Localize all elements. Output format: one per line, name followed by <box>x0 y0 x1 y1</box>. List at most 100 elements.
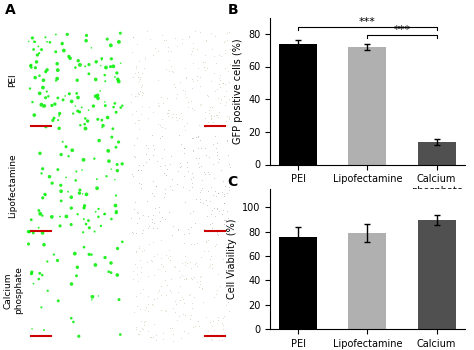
Point <box>57 152 65 158</box>
Point <box>196 189 203 195</box>
Point <box>158 215 165 220</box>
Point <box>138 230 146 236</box>
Point <box>206 198 213 204</box>
Point <box>216 82 223 87</box>
Point <box>27 63 34 69</box>
Point <box>41 191 49 197</box>
Point <box>162 190 169 195</box>
Point <box>213 149 221 155</box>
Point <box>217 84 224 90</box>
Point <box>186 188 193 193</box>
Point <box>112 110 120 115</box>
Point <box>193 47 201 52</box>
Point <box>108 134 116 140</box>
Point <box>59 97 67 103</box>
Point <box>193 73 201 79</box>
Point <box>225 96 232 101</box>
Point <box>210 295 218 300</box>
Point <box>130 206 137 211</box>
Point <box>164 110 171 116</box>
Point <box>101 99 109 105</box>
Point <box>134 75 141 80</box>
Point <box>164 44 172 50</box>
Point <box>137 185 145 190</box>
Point <box>173 181 181 187</box>
Point <box>162 162 169 167</box>
Point <box>90 103 97 109</box>
Point <box>131 261 138 267</box>
Point <box>136 162 143 168</box>
Point <box>65 54 73 59</box>
Point <box>223 208 230 214</box>
Point <box>118 103 126 108</box>
Point <box>162 308 170 314</box>
Point <box>212 292 220 297</box>
Point <box>159 100 167 106</box>
Point <box>100 211 108 217</box>
Point <box>101 255 109 260</box>
Point <box>25 39 32 44</box>
Point <box>37 304 45 310</box>
Point <box>144 145 152 150</box>
Point <box>158 155 166 161</box>
Point <box>210 70 218 76</box>
Point <box>150 321 157 327</box>
Point <box>165 57 173 63</box>
Point <box>150 296 158 302</box>
Point <box>219 326 227 332</box>
Point <box>219 207 227 213</box>
Point <box>152 332 160 338</box>
Point <box>85 218 92 223</box>
Point <box>211 33 219 38</box>
Point <box>82 38 90 43</box>
Point <box>155 104 163 109</box>
Point <box>184 168 192 174</box>
Point <box>186 317 194 322</box>
Point <box>135 215 143 220</box>
Point <box>191 107 198 112</box>
Point <box>133 135 141 141</box>
Point <box>135 331 142 337</box>
Point <box>220 93 228 98</box>
Point <box>176 164 183 170</box>
Point <box>174 226 182 232</box>
Point <box>148 219 156 225</box>
Point <box>149 239 157 245</box>
Point <box>199 334 206 340</box>
Point <box>112 210 120 215</box>
Point <box>40 327 48 333</box>
Point <box>115 79 122 84</box>
Point <box>36 73 43 78</box>
Point <box>142 54 149 60</box>
Point <box>153 251 160 257</box>
Point <box>191 323 199 329</box>
Point <box>181 91 189 97</box>
Point <box>68 99 75 104</box>
Point <box>213 112 220 118</box>
Point <box>30 281 37 286</box>
Point <box>197 273 205 279</box>
Point <box>214 190 222 196</box>
Point <box>194 134 202 140</box>
Point <box>201 124 209 130</box>
Point <box>44 288 52 294</box>
Point <box>202 197 210 203</box>
Point <box>208 265 216 270</box>
Point <box>62 175 70 180</box>
Point <box>185 230 193 236</box>
Point <box>65 91 73 97</box>
Point <box>202 239 210 245</box>
Point <box>180 276 188 282</box>
Point <box>76 190 83 196</box>
Point <box>156 218 164 224</box>
Bar <box>418 142 456 164</box>
Point <box>133 210 141 215</box>
Point <box>25 229 32 234</box>
Point <box>36 91 44 96</box>
Point <box>203 213 210 219</box>
Point <box>30 39 38 44</box>
Point <box>128 91 135 97</box>
Point <box>29 230 37 236</box>
Point <box>54 167 62 172</box>
Point <box>74 211 82 217</box>
